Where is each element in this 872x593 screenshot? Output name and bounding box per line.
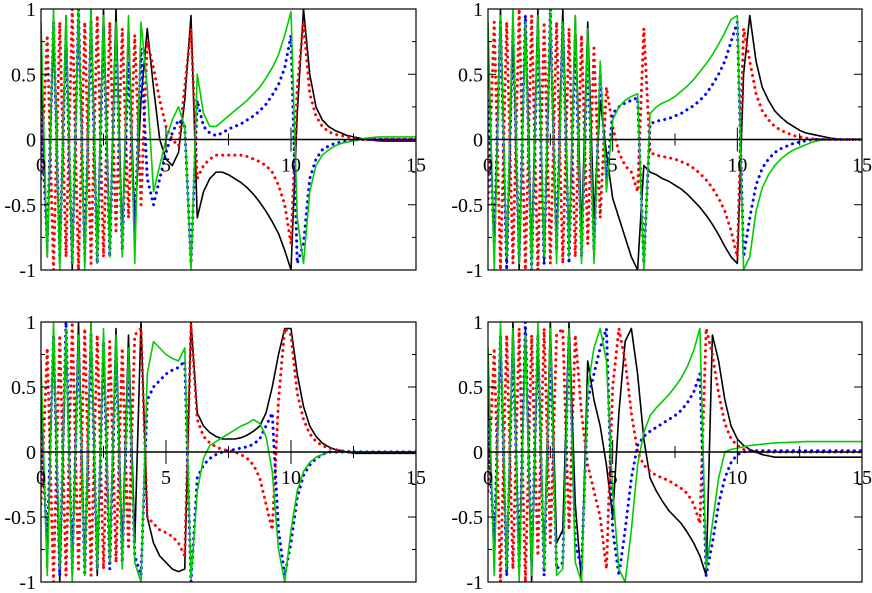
panel-bottom-right: 0 5 10 15-1-0.500.51 [451, 312, 872, 593]
panel-bottom-left: 0 5 10 15-1-0.500.51 [4, 312, 426, 593]
y-tick-label: -0.5 [4, 507, 36, 529]
x-tick-label: 5 [161, 155, 171, 177]
y-tick-label: -0.5 [451, 195, 483, 217]
series-line-4 [488, 322, 862, 582]
x-tick-label: 0 [36, 155, 46, 177]
y-tick-label: -1 [466, 572, 483, 593]
y-tick-label: 0 [473, 442, 483, 464]
x-tick-label: 10 [281, 467, 301, 489]
x-tick-label: 15 [406, 155, 426, 177]
x-tick-label: 0 [36, 467, 46, 489]
x-tick-label: 15 [852, 467, 872, 489]
y-tick-label: 1 [473, 0, 483, 21]
x-tick-label: 0 [483, 467, 493, 489]
y-tick-label: 0 [26, 442, 36, 464]
y-tick-label: 0.5 [458, 64, 483, 86]
series-line-4 [488, 9, 862, 270]
panel-top-left: 0 5 10 15-1-0.500.51 [4, 0, 426, 282]
x-tick-label: 15 [406, 467, 426, 489]
y-tick-label: 1 [473, 312, 483, 334]
y-tick-label: 0 [26, 130, 36, 152]
y-tick-label: -0.5 [4, 195, 36, 217]
y-tick-label: 1 [26, 0, 36, 21]
x-tick-label: 15 [852, 155, 872, 177]
y-tick-label: -1 [19, 572, 36, 593]
y-tick-label: 0 [473, 130, 483, 152]
panel-top-right: 0 5 10 15-1-0.500.51 [451, 0, 872, 282]
x-tick-label: 5 [161, 467, 171, 489]
y-tick-label: 0.5 [11, 377, 36, 399]
y-tick-label: 1 [26, 312, 36, 334]
x-tick-label: 5 [608, 467, 618, 489]
y-tick-label: 0.5 [458, 377, 483, 399]
y-tick-label: -1 [466, 260, 483, 282]
x-tick-label: 10 [281, 155, 301, 177]
y-tick-label: -1 [19, 260, 36, 282]
y-tick-label: -0.5 [451, 507, 483, 529]
x-tick-label: 10 [727, 155, 747, 177]
y-tick-label: 0.5 [11, 64, 36, 86]
x-tick-label: 0 [483, 155, 493, 177]
x-tick-label: 5 [608, 155, 618, 177]
x-tick-label: 10 [727, 467, 747, 489]
